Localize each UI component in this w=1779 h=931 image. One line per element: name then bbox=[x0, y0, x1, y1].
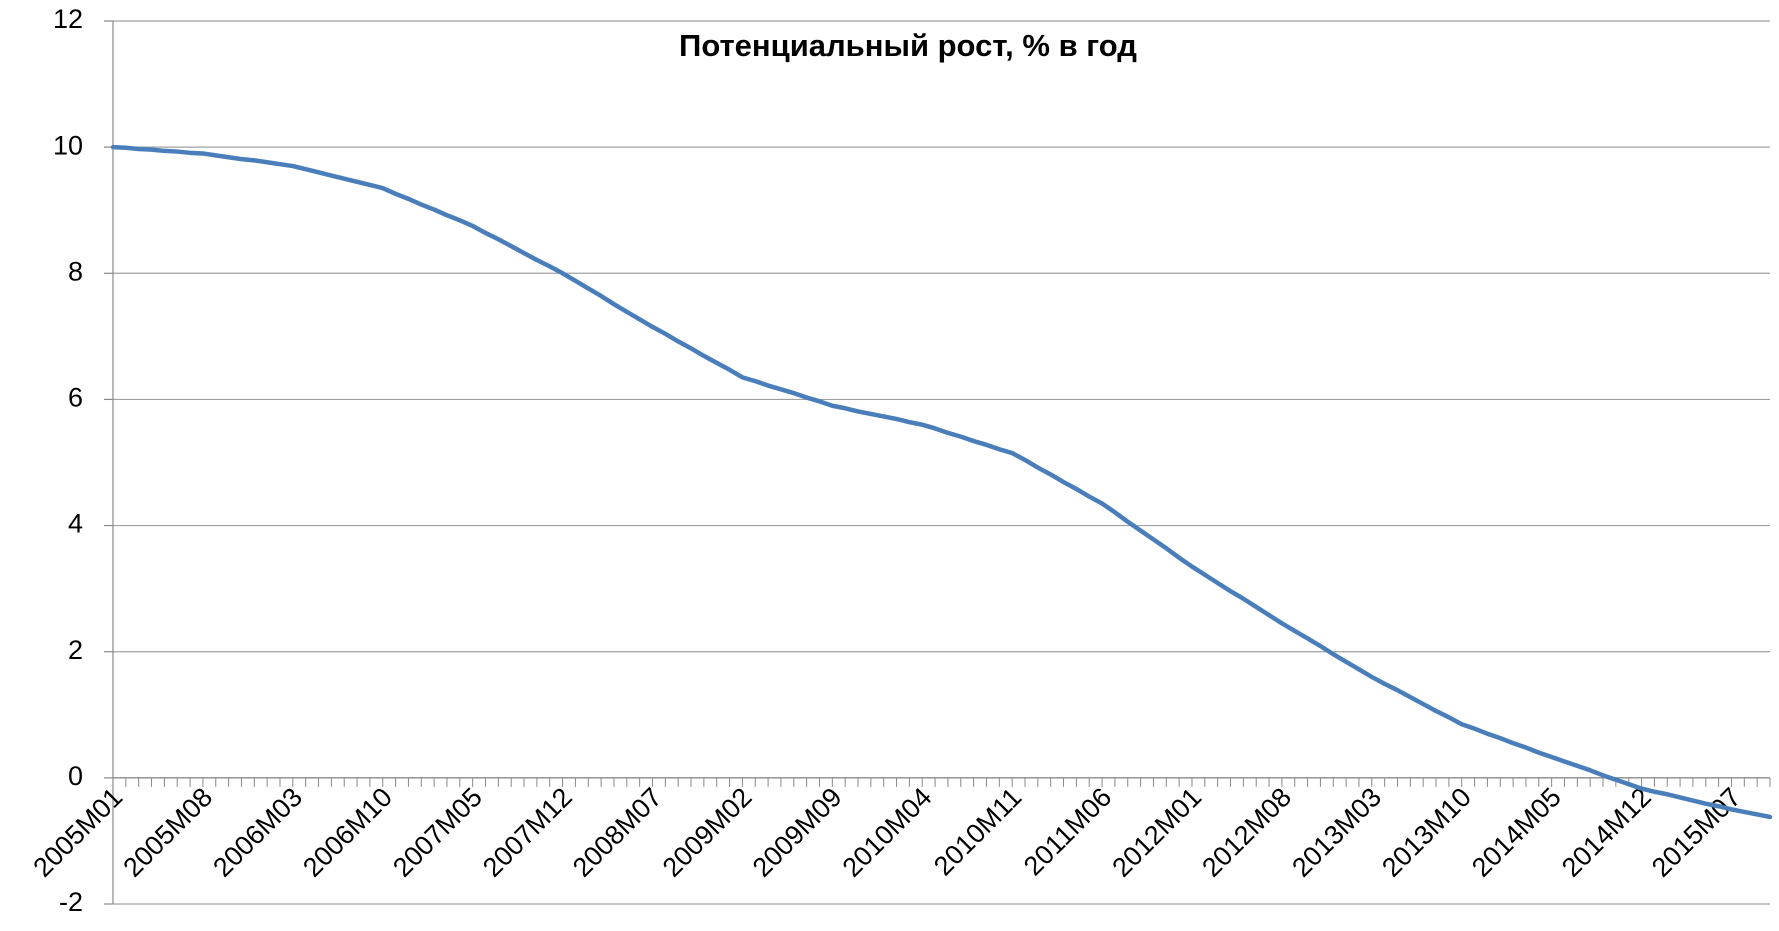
x-tick-label: 2009M09 bbox=[747, 782, 848, 883]
y-tick-label: 8 bbox=[68, 256, 83, 286]
y-tick-label: 4 bbox=[68, 509, 83, 539]
y-tick-label: 6 bbox=[68, 383, 83, 413]
y-tick-label: 10 bbox=[53, 130, 83, 160]
chart-title: Потенциальный рост, % в год bbox=[679, 28, 1137, 63]
x-tick-label: 2015M07 bbox=[1646, 782, 1747, 883]
x-tick-label: 2012M08 bbox=[1196, 782, 1297, 883]
x-tick-label: 2011M06 bbox=[1018, 782, 1117, 881]
y-tick-label: -2 bbox=[59, 887, 83, 917]
x-tick-label: 2006M03 bbox=[207, 782, 308, 883]
x-tick-label: 2013M10 bbox=[1376, 782, 1477, 883]
x-tick-label: 2009M02 bbox=[657, 782, 758, 883]
x-tick-label: 2010M11 bbox=[928, 782, 1027, 881]
x-tick-label: 2014M12 bbox=[1556, 782, 1657, 883]
x-tick-label: 2007M12 bbox=[477, 782, 578, 883]
x-tick-label: 2012M01 bbox=[1106, 782, 1207, 883]
y-tick-label: 0 bbox=[68, 761, 83, 791]
x-tick-label: 2006M10 bbox=[297, 782, 398, 883]
x-tick-label: 2013M03 bbox=[1286, 782, 1387, 883]
x-tick-label: 2008M07 bbox=[567, 782, 668, 883]
data-line bbox=[110, 144, 1773, 820]
x-tick-label: 2005M08 bbox=[117, 782, 218, 883]
y-tick-label: 12 bbox=[53, 4, 83, 34]
x-tick-label: 2007M05 bbox=[387, 782, 488, 883]
x-tick-label: 2014M05 bbox=[1466, 782, 1567, 883]
x-tick-label: 2010M04 bbox=[837, 782, 938, 883]
y-tick-label: 2 bbox=[68, 635, 83, 665]
